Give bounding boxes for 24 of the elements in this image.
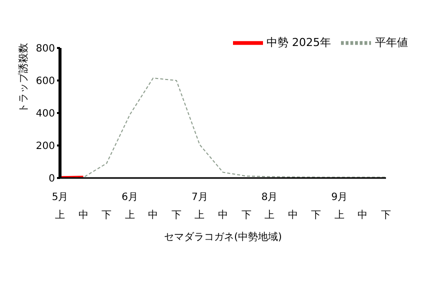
y-tick-label: 600 [36,76,55,88]
y-axis-title: トラップ誘殺数 [18,43,30,113]
legend-label: 平年値 [375,36,408,50]
x-tick-label: 下 [171,210,182,221]
x-tick-label: 6月上 [122,192,138,221]
x-tick-label: 中 [358,209,368,221]
y-tick-label: 800 [36,44,55,55]
legend-label: 中勢 2025年 [266,36,331,50]
x-tick-label: 5月上 [52,192,68,221]
x-tick-label: 9月上 [331,192,348,221]
y-tick-label: 400 [36,108,55,120]
x-tick-label: 下 [102,210,112,221]
x-tick-label: 中 [218,209,228,221]
x-tick-label: 7月上 [192,192,208,221]
x-tick-label: 下 [311,210,322,221]
x-tick-label: 中 [288,209,298,221]
x-tick-label: 下 [241,210,252,221]
x-tick-label: 8月上 [261,192,278,221]
x-tick-label: 下 [381,210,391,221]
x-tick-label: 中 [148,209,158,221]
y-tick-label: 0 [48,174,55,185]
x-axis-title: セマダラコガネ(中勢地域) [164,231,282,243]
x-tick-label: 中 [78,209,88,221]
y-tick-label: 200 [36,141,55,152]
